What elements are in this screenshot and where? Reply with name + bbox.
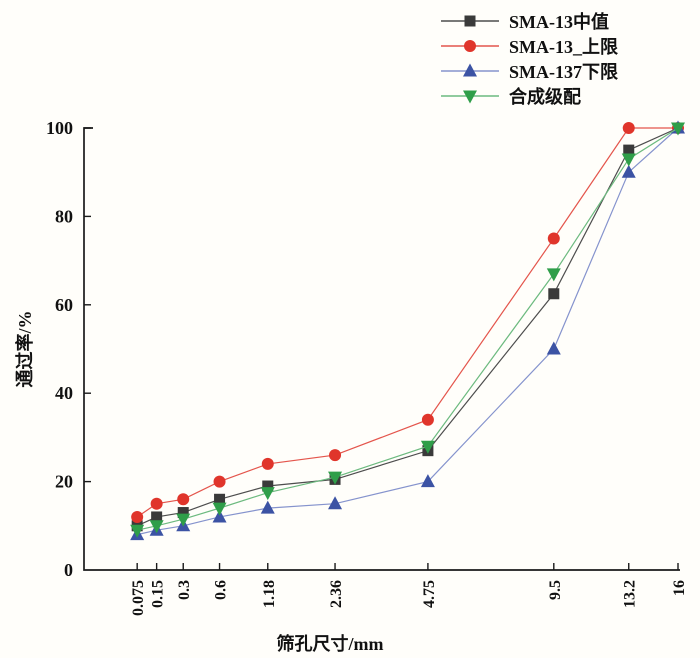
marker-circle [421, 413, 434, 426]
marker-triangle-down [260, 487, 275, 501]
legend-label: SMA-13_上限 [509, 36, 618, 57]
marker-triangle-down [130, 524, 145, 538]
marker-circle [213, 475, 226, 488]
series-line [137, 127, 679, 531]
series-line [137, 127, 679, 536]
marker-square [214, 493, 226, 505]
marker-square [623, 144, 635, 156]
legend-marker-triangle-up-icon [441, 63, 499, 76]
legend-item-sma13-upper: SMA-13_上限 [441, 33, 618, 58]
marker-triangle-up [328, 496, 343, 510]
y-tick-label: 80 [55, 206, 73, 226]
marker-triangle-down [149, 520, 164, 534]
marker-circle [131, 510, 144, 523]
marker-circle [261, 457, 274, 470]
marker-triangle-up [260, 500, 275, 514]
legend-item-synthetic-gradation: 合成级配 [441, 83, 618, 108]
marker-triangle-down [420, 440, 435, 454]
y-axis-title: 通过率/% [15, 310, 35, 388]
x-tick-label: 16 [671, 580, 688, 596]
x-tick-label: 9.5 [547, 580, 564, 600]
x-tick-label: 0.075 [130, 580, 147, 616]
x-axis-title: 筛孔尺寸/mm [276, 634, 384, 654]
marker-triangle-down [621, 153, 636, 167]
x-tick-label: 4.75 [421, 580, 438, 608]
marker-circle [547, 232, 560, 245]
marker-square [548, 288, 560, 300]
legend-marker-circle-icon [441, 39, 499, 52]
marker-triangle-down [546, 268, 561, 282]
series-1 [131, 122, 684, 523]
x-tick-label: 2.36 [328, 580, 345, 608]
marker-triangle-down [176, 513, 191, 527]
x-tick-label: 1.18 [261, 580, 278, 608]
y-tick-label: 60 [55, 295, 73, 315]
chart-legend: SMA-13中值 SMA-13_上限 SMA-137下限 合成级配 [441, 8, 618, 108]
marker-triangle-down [463, 90, 477, 103]
x-tick-label: 0.6 [213, 580, 230, 600]
series-2 [130, 120, 685, 541]
marker-square [262, 480, 274, 492]
marker-triangle-down [212, 502, 227, 516]
legend-label: SMA-137下限 [509, 61, 618, 82]
marker-triangle-down [671, 122, 685, 136]
marker-circle [622, 122, 635, 134]
marker-triangle-up [420, 474, 435, 488]
legend-marker-triangle-down-icon [441, 90, 499, 103]
y-tick-label: 40 [55, 383, 73, 403]
axis-lines [83, 127, 680, 571]
marker-circle [177, 493, 190, 506]
marker-triangle-up [621, 164, 636, 178]
x-tick-label: 13.2 [622, 580, 639, 608]
series-line [136, 127, 679, 527]
series-line [136, 127, 678, 518]
y-tick-label: 0 [64, 560, 73, 580]
marker-triangle-up [212, 509, 227, 523]
marker-triangle-down [328, 471, 343, 485]
legend-label: SMA-13中值 [509, 11, 609, 32]
marker-square [464, 15, 476, 26]
y-tick-label: 20 [55, 472, 73, 492]
marker-circle [464, 39, 476, 52]
marker-triangle-up [463, 63, 477, 76]
series-3 [130, 122, 685, 538]
marker-circle [150, 497, 163, 510]
legend-label: 合成级配 [509, 86, 581, 107]
legend-marker-square-icon [441, 15, 499, 26]
x-tick-label: 0.3 [176, 580, 193, 600]
marker-triangle-up [546, 341, 561, 355]
marker-square [151, 511, 163, 523]
x-tick-label: 0.15 [150, 580, 167, 608]
marker-circle [329, 449, 342, 462]
y-tick-label: 100 [46, 118, 73, 138]
legend-item-sma13-lower: SMA-137下限 [441, 58, 618, 83]
legend-item-sma13-median: SMA-13中值 [441, 8, 618, 33]
marker-square [177, 507, 189, 519]
series-0 [131, 122, 684, 532]
